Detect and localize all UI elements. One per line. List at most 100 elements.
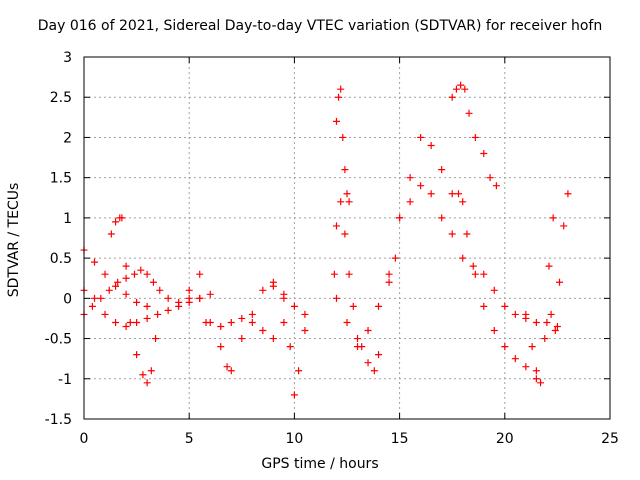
data-point — [406, 174, 414, 182]
data-point — [385, 278, 393, 286]
x-axis-label: GPS time / hours — [261, 456, 379, 472]
data-point — [118, 214, 126, 222]
data-point — [332, 117, 340, 125]
data-point — [122, 262, 130, 270]
data-point — [549, 214, 557, 222]
data-series — [332, 270, 393, 351]
data-point — [370, 367, 378, 375]
data-point — [112, 282, 120, 290]
data-point — [154, 310, 162, 318]
data-point — [335, 93, 343, 101]
y-tick-label: -0.5 — [45, 332, 72, 348]
data-point — [286, 343, 294, 351]
data-point — [202, 318, 210, 326]
data-point — [354, 343, 362, 351]
plot-frame — [83, 56, 611, 420]
data-point — [295, 367, 303, 375]
data-point — [112, 218, 120, 226]
data-point — [511, 310, 519, 318]
data-point — [126, 318, 134, 326]
data-point — [345, 198, 353, 206]
data-point — [345, 270, 353, 278]
data-point — [480, 302, 488, 310]
data-point — [396, 214, 404, 222]
data-point — [501, 302, 509, 310]
data-point — [332, 294, 340, 302]
data-point — [385, 270, 393, 278]
data-point — [185, 294, 193, 302]
data-point — [364, 327, 372, 335]
data-point — [227, 367, 235, 375]
data-point — [532, 375, 540, 383]
y-tick-label: 1.5 — [50, 171, 72, 187]
data-point — [122, 274, 130, 282]
data-point — [354, 335, 362, 343]
data-series — [202, 302, 309, 343]
x-tick-label: 10 — [285, 431, 303, 447]
data-point — [511, 355, 519, 363]
data-point — [280, 294, 288, 302]
data-point — [375, 302, 383, 310]
data-point — [133, 318, 141, 326]
data-point — [114, 278, 122, 286]
data-point — [290, 302, 298, 310]
data-point — [330, 270, 338, 278]
data-series — [269, 278, 309, 399]
data-point — [417, 182, 425, 190]
data-point — [343, 318, 351, 326]
data-point — [532, 367, 540, 375]
data-series — [396, 182, 456, 238]
data-series — [332, 85, 353, 206]
data-point — [185, 286, 193, 294]
data-point — [364, 359, 372, 367]
data-point — [522, 363, 530, 371]
data-series — [547, 190, 572, 335]
data-point — [465, 109, 473, 117]
y-tick-label: 2 — [63, 130, 72, 146]
data-series — [107, 214, 160, 387]
data-point — [248, 318, 256, 326]
data-point — [452, 85, 460, 93]
data-point — [101, 310, 109, 318]
y-tick-label: 3 — [63, 50, 72, 66]
data-series — [80, 266, 204, 318]
data-point — [238, 314, 246, 322]
data-point — [206, 290, 214, 298]
y-tick-label: -1.5 — [45, 412, 72, 428]
data-point — [438, 214, 446, 222]
data-point — [343, 190, 351, 198]
data-point — [486, 174, 494, 182]
data-point — [480, 150, 488, 158]
x-tick-label: 20 — [496, 431, 514, 447]
data-point — [528, 343, 536, 351]
data-point — [560, 222, 568, 230]
data-point — [259, 327, 267, 335]
grid-lines — [84, 57, 610, 419]
data-point — [175, 302, 183, 310]
data-point — [107, 230, 115, 238]
data-point — [143, 379, 151, 387]
y-axis-label: SDTVAR / TECUs — [6, 182, 22, 298]
x-axis-ticks: 0 5 10 15 20 25 — [80, 57, 619, 447]
data-point — [545, 262, 553, 270]
data-point — [332, 222, 340, 230]
data-point — [541, 335, 549, 343]
data-series — [448, 81, 500, 190]
data-point — [547, 310, 555, 318]
data-point — [139, 371, 147, 379]
data-series — [455, 190, 540, 375]
data-point — [147, 367, 155, 375]
data-point — [130, 270, 138, 278]
y-tick-label: 1 — [63, 211, 72, 227]
data-point — [455, 190, 463, 198]
y-axis-ticks: -1.5 -1 -0.5 0 0.5 1 1.5 2 2.5 3 — [45, 50, 610, 428]
data-point — [448, 93, 456, 101]
data-point — [337, 85, 345, 93]
data-point — [143, 270, 151, 278]
data-point — [164, 294, 172, 302]
data-point — [227, 318, 235, 326]
data-point — [417, 133, 425, 141]
x-tick-label: 15 — [391, 431, 409, 447]
data-point — [341, 166, 349, 174]
